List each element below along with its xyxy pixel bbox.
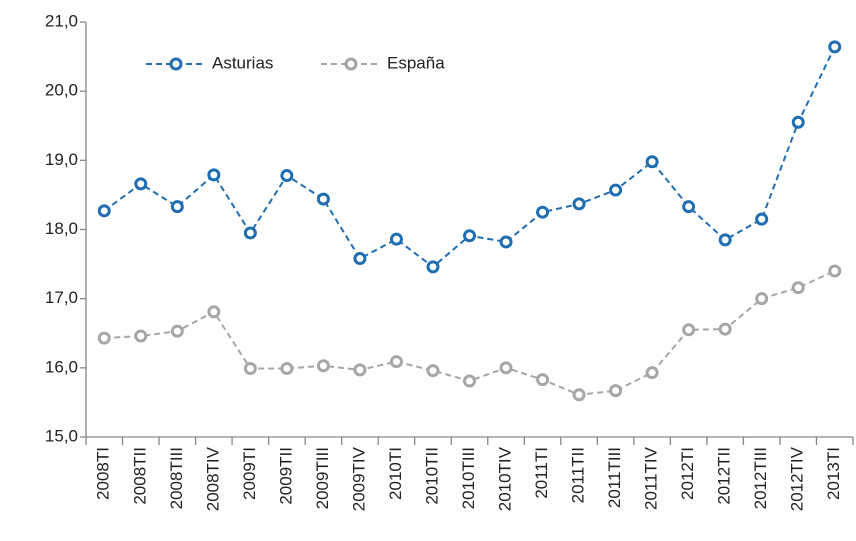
data-point [97,331,111,345]
data-point [755,292,769,306]
x-tick-label: 2010TIII [459,447,478,509]
data-point [353,252,367,266]
x-tick-label: 2008TIV [203,446,222,511]
data-point [207,305,221,319]
y-tick-label: 20,0 [45,81,78,100]
data-point [791,115,805,129]
data-point [170,324,184,338]
y-tick-label: 21,0 [45,11,78,30]
data-point [389,355,403,369]
y-tick-label: 16,0 [45,357,78,376]
y-tick-label: 15,0 [45,426,78,445]
x-tick-label: 2008TI [94,447,113,500]
x-tick-label: 2009TIII [313,447,332,509]
x-tick-label: 2012TIV [788,446,807,511]
data-point [682,323,696,337]
legend-label: Asturias [212,53,273,72]
x-tick-label: 2013TI [824,447,843,500]
x-tick-label: 2008TIII [167,447,186,509]
y-tick-label: 18,0 [45,219,78,238]
data-point [280,169,294,183]
y-tick-label: 19,0 [45,150,78,169]
data-point [280,362,294,376]
x-tick-label: 2009TIV [349,446,368,511]
data-point [828,264,842,278]
data-point [389,232,403,246]
x-tick-label: 2012TI [678,447,697,500]
data-point [828,40,842,54]
data-point [609,384,623,398]
data-point [426,260,440,274]
data-point [316,192,330,206]
data-point [682,200,696,214]
data-point [718,233,732,247]
y-tick-label: 17,0 [45,288,78,307]
data-point [572,388,586,402]
data-point [243,362,257,376]
x-tick-label: 2011TI [532,447,551,499]
data-point [463,229,476,243]
data-point [353,363,367,377]
x-tick-label: 2009TII [276,447,295,505]
data-point [536,373,550,387]
x-tick-label: 2009TI [240,447,259,500]
data-point [207,168,221,182]
data-point [426,364,440,378]
data-point [645,155,659,169]
data-point [609,183,623,197]
x-tick-label: 2008TII [130,447,149,505]
legend-marker [169,57,183,71]
data-point [572,197,586,211]
x-tick-label: 2012TII [715,447,734,505]
data-point [134,329,148,343]
data-point [97,204,111,218]
data-point [499,235,513,249]
x-tick-label: 2011TII [569,447,588,503]
data-point [463,374,476,388]
data-point [316,359,330,373]
legend-marker [344,57,358,71]
data-point [170,200,184,214]
data-point [755,212,769,226]
data-point [499,361,513,375]
legend-label: España [387,53,445,72]
data-point [134,177,148,191]
x-tick-label: 2010TI [386,447,405,500]
data-point [645,366,659,380]
data-point [791,281,805,295]
x-tick-label: 2012TIII [751,447,770,509]
data-point [243,226,257,240]
data-point [718,322,732,336]
data-point [536,205,550,219]
x-tick-label: 2010TII [422,447,441,505]
x-tick-label: 2011TIV [642,446,661,510]
x-tick-label: 2011TIII [605,447,624,508]
x-tick-label: 2010TIV [496,446,515,511]
